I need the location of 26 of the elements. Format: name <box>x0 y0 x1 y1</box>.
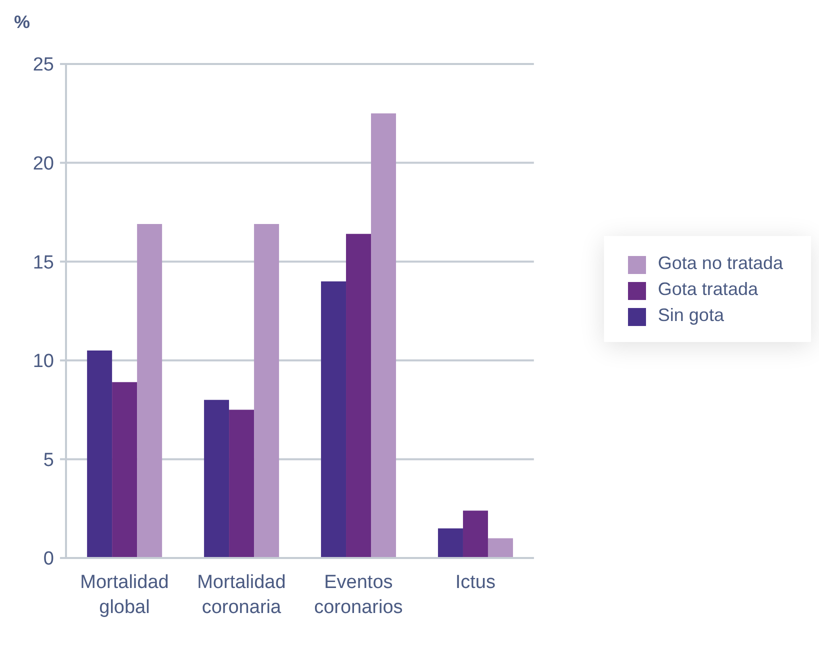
y-tick-label: 25 <box>32 54 54 76</box>
bar <box>87 350 112 558</box>
bar <box>321 281 346 558</box>
x-tick-label: Ictus <box>455 572 496 593</box>
bar <box>254 224 280 558</box>
y-tick-label: 20 <box>32 154 54 175</box>
x-tick-label: Mortalidad global <box>80 572 169 618</box>
bar <box>137 224 162 558</box>
bar <box>371 113 396 558</box>
bar <box>488 538 513 558</box>
legend-label: Sin gota <box>658 305 724 325</box>
y-tick-label: 5 <box>43 450 54 471</box>
y-tick-label: 0 <box>43 548 54 570</box>
bar <box>229 410 254 558</box>
x-tick-label: Eventos coronarios <box>314 572 403 618</box>
y-axis-title: % <box>14 12 30 33</box>
y-tick-label: 15 <box>32 252 54 274</box>
bar <box>204 400 230 558</box>
bar <box>438 528 463 558</box>
x-tick-label: Mortalidad coronaria <box>197 572 286 618</box>
legend-label: Gota no tratada <box>658 253 783 273</box>
bar <box>462 510 488 558</box>
bar <box>346 234 372 558</box>
legend-label: Gota tratada <box>658 279 758 299</box>
bar <box>112 382 138 558</box>
y-tick-label: 10 <box>32 351 54 372</box>
